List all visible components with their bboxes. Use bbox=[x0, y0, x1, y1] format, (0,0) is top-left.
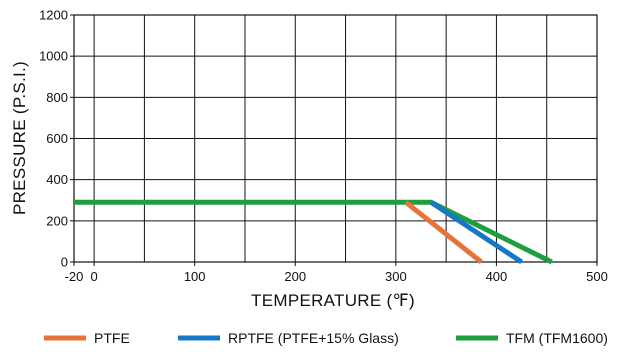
chart-legend: PTFE RPTFE (PTFE+15% Glass) TFM (TFM1600) bbox=[44, 330, 608, 346]
y-tick-label: 800 bbox=[46, 90, 68, 105]
y-tick-label: 400 bbox=[46, 172, 68, 187]
legend-label-ptfe: PTFE bbox=[94, 330, 130, 346]
y-axis-ticks: 0 200 400 600 800 1000 1200 bbox=[39, 8, 74, 270]
x-tick-label: 500 bbox=[586, 269, 608, 284]
x-tick-label: -20 bbox=[65, 269, 84, 284]
chart-series bbox=[74, 199, 553, 265]
y-tick-label: 1200 bbox=[39, 8, 68, 23]
legend-label-rptfe: RPTFE (PTFE+15% Glass) bbox=[228, 330, 399, 346]
x-axis-ticks: -20 0 100 200 300 400 500 bbox=[65, 262, 608, 284]
x-tick-label: 100 bbox=[184, 269, 206, 284]
y-tick-label: 600 bbox=[46, 131, 68, 146]
x-axis-title: TEMPERATURE (℉) bbox=[251, 291, 415, 310]
x-tick-label: 300 bbox=[385, 269, 407, 284]
chart-grid bbox=[73, 14, 598, 263]
series-line-ptfe bbox=[404, 200, 483, 264]
x-tick-label: 400 bbox=[486, 269, 508, 284]
legend-label-tfm: TFM (TFM1600) bbox=[506, 330, 608, 346]
y-tick-label: 200 bbox=[46, 213, 68, 228]
y-tick-label: 1000 bbox=[39, 49, 68, 64]
y-tick-label: 0 bbox=[61, 255, 68, 270]
x-tick-label: 200 bbox=[284, 269, 306, 284]
y-axis-title: PRESSURE (P.S.I.) bbox=[10, 61, 29, 215]
x-tick-label: 0 bbox=[90, 269, 97, 284]
series-line-rptfe bbox=[429, 200, 523, 265]
